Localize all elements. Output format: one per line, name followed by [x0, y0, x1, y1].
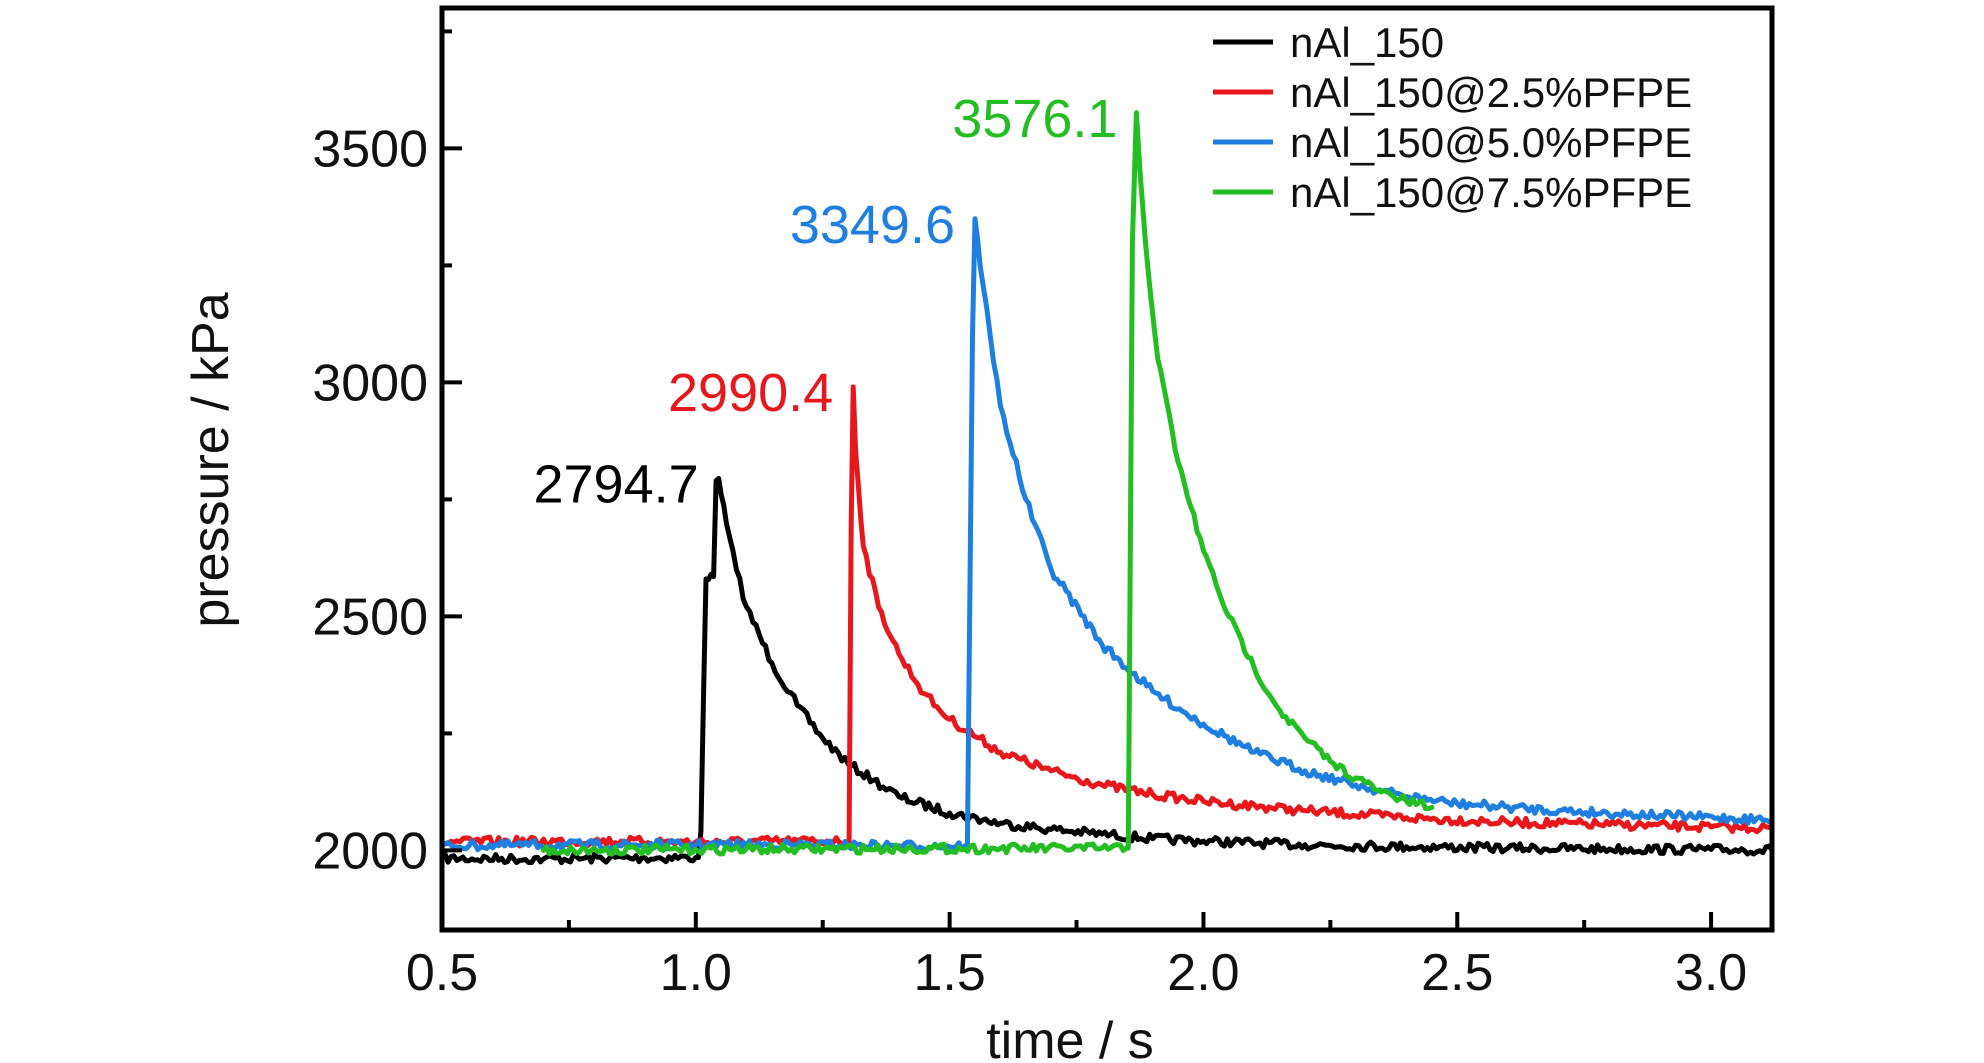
series-layer: [439, 110, 1775, 866]
y-axis: 2000 2500 3000 3500: [312, 29, 462, 880]
y-tick-label: 3500: [312, 120, 428, 178]
plot-frame: [439, 5, 1775, 933]
legend: nAl_150nAl_150@2.5%PFPEnAl_150@5.0%PFPEn…: [1213, 19, 1692, 216]
y-tick-label: 3000: [312, 354, 428, 412]
legend-label-1: nAl_150: [1290, 19, 1444, 66]
legend-label-2: nAl_150@2.5%PFPE: [1290, 69, 1692, 116]
legend-label-3: nAl_150@5.0%PFPE: [1290, 119, 1692, 166]
peak-label-1: 2794.7: [533, 455, 698, 515]
x-tick-label: 2.5: [1421, 944, 1493, 1002]
y-tick-label: 2500: [312, 588, 428, 646]
series-line-1: [439, 476, 1775, 866]
series-line-4: [541, 110, 1435, 857]
y-tick-label: 2000: [312, 822, 428, 880]
x-axis: 0.5 1.0 1.5 2.0 2.5 3.0: [406, 912, 1747, 1002]
peak-label-2: 2990.4: [668, 363, 833, 423]
peak-label-4: 3576.1: [952, 89, 1117, 149]
y-axis-label: pressure / kPa: [182, 292, 240, 627]
series-line-2: [439, 384, 1775, 849]
peak-label-3: 3349.6: [790, 195, 955, 255]
x-axis-label: time / s: [986, 1012, 1154, 1063]
peak-labels: 2794.7 2990.4 3349.6 3576.1: [533, 89, 1117, 515]
x-tick-label: 1.0: [660, 944, 732, 1002]
x-tick-label: 0.5: [406, 944, 478, 1002]
legend-label-4: nAl_150@7.5%PFPE: [1290, 169, 1692, 216]
x-tick-label: 1.5: [913, 944, 985, 1002]
series-line-3: [439, 216, 1775, 853]
x-tick-label: 2.0: [1167, 944, 1239, 1002]
x-tick-label: 3.0: [1675, 944, 1747, 1002]
